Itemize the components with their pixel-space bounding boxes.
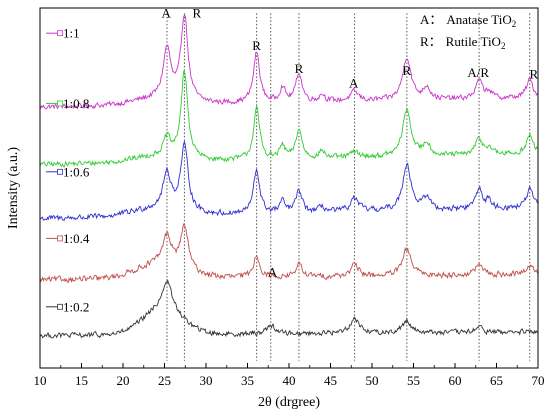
x-tick-label: 15 — [75, 373, 88, 388]
peak-label: A — [349, 76, 359, 91]
peak-label: A/R — [467, 65, 489, 80]
series-label: 1:0.8 — [63, 96, 89, 111]
x-tick-label: 55 — [407, 373, 420, 388]
x-tick-label: 40 — [283, 373, 296, 388]
series-label: 1:0.4 — [63, 231, 90, 246]
legend-marker-square — [57, 303, 63, 310]
series-label: 1:0.6 — [63, 164, 90, 179]
peak-label: A — [268, 265, 278, 280]
series-line-4 — [39, 223, 539, 284]
y-axis-label: Intensity (a.u.) — [6, 147, 21, 229]
series-line-2 — [39, 68, 539, 168]
annotation-layer: 1:1 1:0.8 1:0.6 1:0.4 1:0.2 A R R R A R A/R R A A： Anat… — [46, 5, 539, 314]
peak-label: A — [161, 5, 171, 20]
series-line-5 — [39, 278, 539, 339]
x-tick-label: 25 — [158, 373, 171, 388]
peak-label: R — [403, 63, 412, 78]
peak-label: R — [295, 61, 304, 76]
x-tick-label: 65 — [490, 373, 503, 388]
peak-label: R — [193, 5, 202, 20]
x-tick-label: 30 — [200, 373, 213, 388]
phase-key-entry: A： Anatase TiO2 — [420, 12, 516, 29]
x-tick-label: 70 — [532, 373, 545, 388]
series-layer — [39, 14, 539, 339]
x-axis: 10 15 20 25 30 35 40 45 50 55 60 65 70 — [34, 363, 545, 388]
peak-label: R — [530, 67, 539, 82]
x-tick-label: 60 — [449, 373, 462, 388]
legend-marker-square — [57, 168, 63, 175]
x-axis-label: 2θ (drgree) — [258, 395, 320, 410]
x-tick-label: 45 — [324, 373, 337, 388]
phase-key-entry: R： Rutile TiO2 — [420, 34, 505, 51]
series-line-1 — [39, 14, 539, 110]
series-label: 1:0.2 — [63, 299, 89, 314]
x-tick-label: 20 — [117, 373, 130, 388]
peak-label: R — [252, 38, 261, 53]
series-line-3 — [39, 141, 539, 222]
plot-frame — [39, 7, 539, 369]
x-tick-label: 50 — [366, 373, 379, 388]
x-tick-label: 10 — [34, 373, 47, 388]
legend-marker-square — [57, 235, 63, 242]
x-tick-label: 35 — [241, 373, 254, 388]
legend-marker-square — [57, 100, 63, 107]
legend-marker-square — [57, 30, 63, 37]
series-label: 1:1 — [63, 26, 80, 41]
